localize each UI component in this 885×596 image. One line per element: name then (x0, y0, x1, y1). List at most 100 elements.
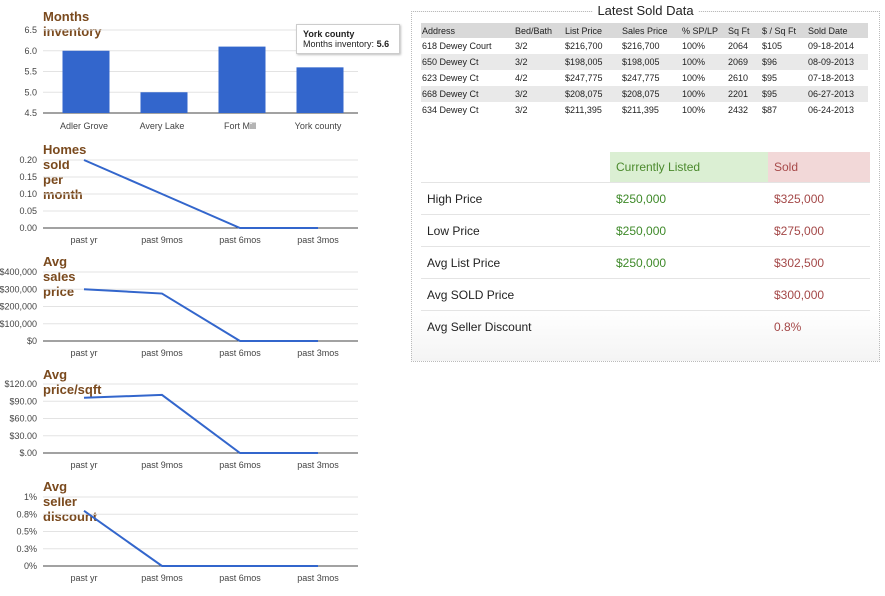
y-tick-label: 0.10 (19, 189, 37, 199)
latest-sold-panel: Latest Sold Data Address Bed/Bath List Pri… (411, 3, 880, 362)
table-cell: 2201 (727, 86, 761, 102)
stats-label: Avg Seller Discount (421, 310, 610, 342)
y-tick-label: 0.8% (16, 509, 37, 519)
x-tick-label: past 6mos (219, 460, 261, 470)
x-tick-label: past yr (70, 348, 97, 358)
header-currently-listed: Currently Listed (610, 152, 768, 183)
table-cell: 3/2 (515, 105, 528, 115)
table-cell: $96 (761, 54, 807, 70)
y-tick-label: $200,000 (0, 302, 37, 312)
sold-table-body: 618 Dewey Court 3/2 $216,700 $216,700 100% 20… (421, 38, 868, 118)
column-header: % SP/LP (681, 23, 727, 38)
stats-row: Avg SOLD Price $300,000 (421, 278, 870, 311)
bar[interactable] (62, 50, 110, 113)
table-cell: 07-18-2013 (808, 73, 855, 83)
x-tick-label: past 6mos (219, 573, 261, 583)
table-cell: $105 (762, 41, 783, 51)
x-tick-label: past 6mos (219, 348, 261, 358)
table-cell: 2069 (727, 54, 761, 70)
series-line[interactable] (83, 288, 318, 342)
y-tick-label: $120.00 (4, 379, 37, 389)
table-cell: 3/2 (515, 41, 528, 51)
series-line[interactable] (83, 393, 318, 454)
table-cell: 2610 (728, 73, 749, 83)
tooltip-title: York county (303, 29, 355, 39)
avg-seller-discount-svg: 1% 0.8% 0.5% 0.3% 0% past yr past 9mos past 6mo… (16, 492, 358, 583)
table-cell: 3/2 (514, 54, 564, 70)
table-cell: $208,075 (564, 86, 621, 102)
table-cell: $247,775 (565, 73, 603, 83)
table-cell: 08-09-2013 (807, 54, 868, 70)
y-tick-label: 0.20 (19, 155, 37, 165)
column-header: Sq Ft (727, 23, 761, 38)
y-tick-label: 6.5 (24, 25, 37, 35)
table-cell: $198,005 (564, 54, 621, 70)
header-sold: Sold (768, 152, 870, 183)
y-tick-label: 0.15 (19, 172, 37, 182)
y-tick-label: 0.5% (16, 527, 37, 537)
stats-label: Avg List Price (421, 246, 610, 279)
table-cell: 634 Dewey Ct (422, 105, 479, 115)
x-tick-label: past 3mos (297, 348, 339, 358)
stats-currently-listed-value: $250,000 (610, 246, 768, 279)
stats-currently-listed-value (610, 310, 768, 342)
x-tick-label: past yr (70, 573, 97, 583)
y-tick-label: 4.5 (24, 108, 37, 118)
x-tick-label: past yr (70, 460, 97, 470)
stats-label: High Price (421, 182, 610, 215)
table-row: 618 Dewey Court 3/2 $216,700 $216,700 100% 20… (421, 38, 868, 54)
homes-sold-svg: 0.20 0.15 0.10 0.05 0.00 past yr past 9mos past… (19, 155, 358, 245)
table-cell: 2064 (728, 41, 749, 51)
table-cell: $95 (761, 86, 807, 102)
column-header: Address (421, 23, 514, 38)
stats-sold-value: $302,500 (768, 246, 870, 279)
chart-title: Avg price/sqft (43, 367, 102, 397)
x-tick-label: Fort Mill (224, 121, 256, 131)
y-tick-label: 0.00 (19, 223, 37, 233)
table-cell: 09-18-2014 (808, 41, 855, 51)
table-row: 668 Dewey Ct 3/2 $208,075 $208,075 100% 2201 $… (421, 86, 868, 102)
table-cell: 06-24-2013 (808, 105, 855, 115)
table-cell: 100% (682, 73, 706, 83)
stats-body: High Price $250,000 $325,000 Low Price $250,… (421, 182, 870, 342)
table-cell: 100% (681, 54, 727, 70)
series-line[interactable] (83, 159, 318, 229)
y-tick-label: $300,000 (0, 284, 37, 294)
column-header: List Price (564, 23, 621, 38)
table-cell: 650 Dewey Ct (421, 54, 514, 70)
y-tick-label: 0.3% (16, 544, 37, 554)
y-tick-label: $400,000 (0, 267, 37, 277)
y-tick-label: $30.00 (9, 431, 37, 441)
y-tick-label: 5.0 (24, 87, 37, 97)
series-line[interactable] (83, 509, 318, 567)
table-cell: $211,395 (565, 105, 602, 115)
stats-sold-value: 0.8% (768, 310, 870, 342)
tooltip-label: Months inventory: (303, 39, 375, 49)
months-inventory-svg: 6.5 6.0 5.5 5.0 4.5 Adler Grove Avery Lake Fort… (24, 25, 358, 131)
table-cell: $208,075 (621, 86, 681, 102)
stats-header-blank (421, 152, 610, 183)
table-row: 650 Dewey Ct 3/2 $198,005 $198,005 100% 2069 $… (421, 54, 868, 70)
x-tick-label: past 9mos (141, 573, 183, 583)
table-cell: 4/2 (515, 73, 528, 83)
stats-header: Currently Listed Sold (421, 152, 870, 183)
y-tick-label: 0.05 (19, 206, 37, 216)
table-cell: 06-27-2013 (807, 86, 868, 102)
stats-sold-value: $275,000 (768, 214, 870, 247)
column-header: $ / Sq Ft (761, 23, 807, 38)
panel-title-text: Latest Sold Data (593, 3, 698, 18)
table-cell: 623 Dewey Ct (422, 73, 479, 83)
bar[interactable] (296, 67, 344, 113)
x-tick-label: Avery Lake (140, 121, 185, 131)
table-row: 623 Dewey Ct 4/2 $247,775 $247,775 100% 2610 $… (421, 70, 868, 86)
bar[interactable] (218, 46, 266, 113)
x-tick-label: past 3mos (297, 235, 339, 245)
table-cell: 2432 (728, 105, 749, 115)
table-cell: $87 (762, 105, 778, 115)
y-tick-label: $0 (27, 336, 37, 346)
chart-title: Avg seller discount (43, 479, 98, 524)
stats-currently-listed-value: $250,000 (610, 214, 768, 247)
x-tick-label: York county (295, 121, 342, 131)
chart-tooltip: York county Months inventory: 5.6 (296, 24, 400, 54)
bar[interactable] (140, 92, 188, 113)
